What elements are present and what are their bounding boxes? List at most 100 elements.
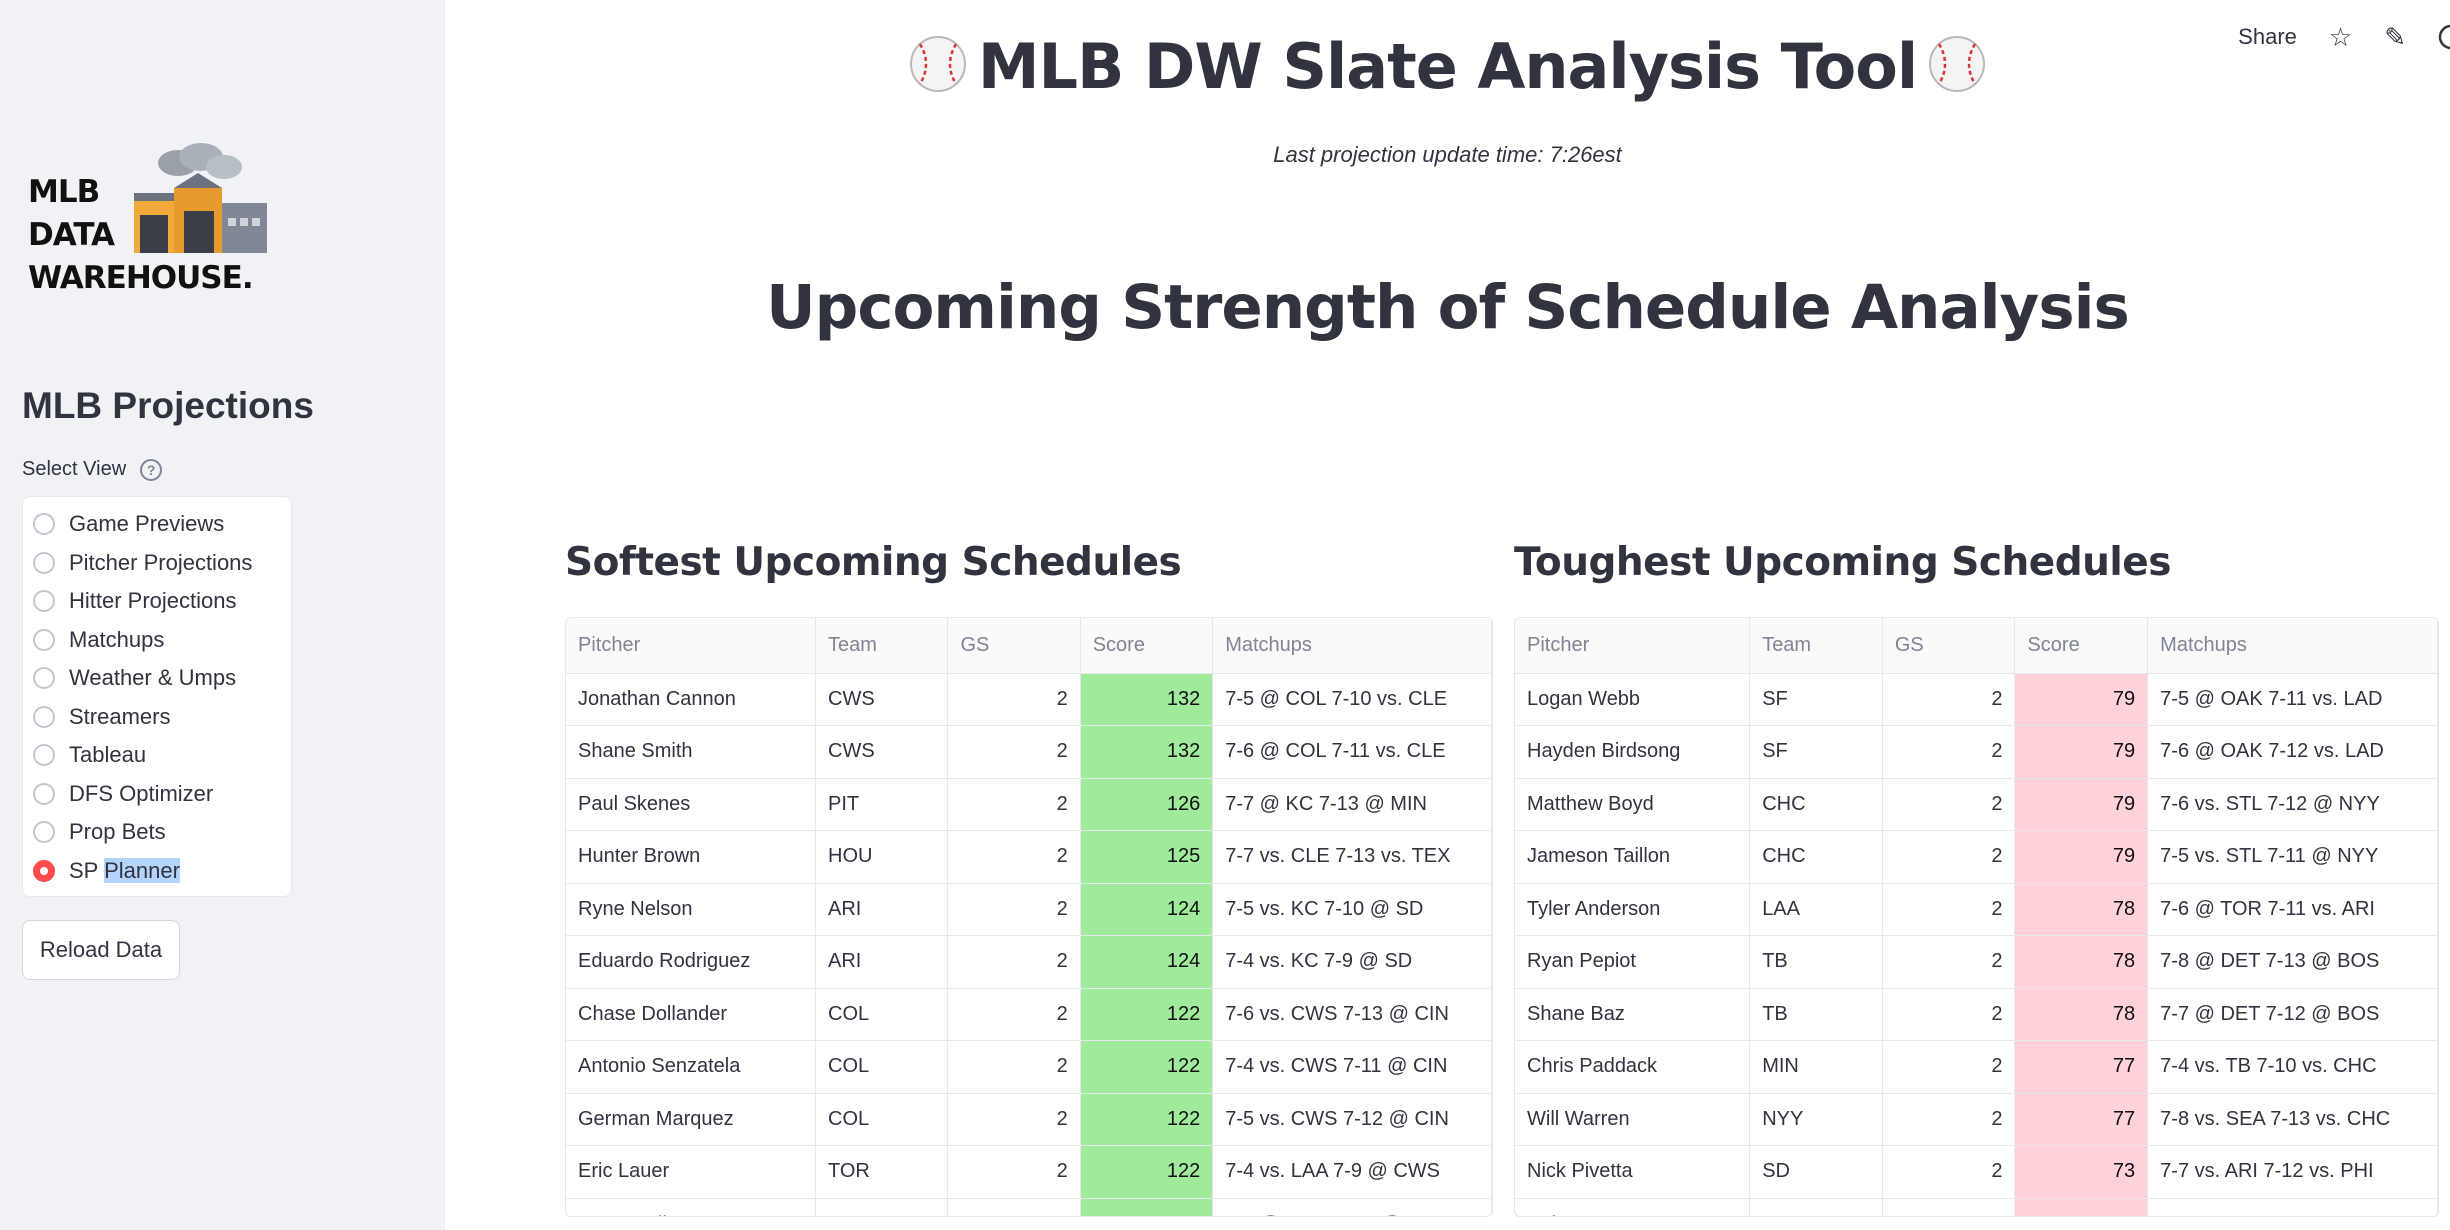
cell-team[interactable]: COL [815, 1040, 949, 1094]
cell-team[interactable]: NYY [1749, 1093, 1883, 1146]
cell-team[interactable]: SF [1749, 725, 1883, 779]
cell-matchups[interactable]: 7-5 vs. KC 7-10 @ SD [1212, 883, 1492, 936]
radio-pitcher-projections[interactable]: Pitcher Projections [33, 544, 291, 583]
cell-pitcher[interactable]: German Marquez [566, 1093, 816, 1146]
cell-matchups[interactable]: 7-6 vs. CWS 7-13 @ CIN [1212, 988, 1492, 1041]
cell-matchups[interactable]: 7-6 vs. STL 7-12 @ NYY [2147, 778, 2438, 831]
table-row[interactable]: Chris Paddack MIN 2 77 7-4 vs. TB 7-10 vs. C… [1515, 1040, 2438, 1094]
cell-team[interactable]: TOR [815, 1145, 949, 1199]
radio-weather-umps[interactable]: Weather & Umps [33, 659, 291, 698]
table-row[interactable]: Matthew Boyd CHC 2 79 7-6 vs. STL 7-12 @ NYY [1515, 778, 2438, 831]
radio-sp-planner[interactable]: SP Planner [33, 852, 291, 891]
cell-score[interactable]: 79 [2014, 830, 2149, 884]
cell-team[interactable]: SD [1749, 1145, 1883, 1199]
github-icon[interactable] [2438, 24, 2450, 50]
cell-matchups[interactable]: 7-6 vs. ARI 7-11 vs. PHI [2147, 1198, 2438, 1216]
col-header-gs[interactable]: GS [1882, 618, 2016, 674]
table-row[interactable]: Ryne Nelson ARI 2 124 7-5 vs. KC 7-10 @ SD [566, 883, 1492, 936]
radio-tableau[interactable]: Tableau [33, 736, 291, 775]
cell-matchups[interactable]: 7-5 @ OAK 7-11 vs. LAD [2147, 673, 2438, 726]
cell-pitcher[interactable]: Tanner Bibee [566, 1198, 816, 1216]
cell-matchups[interactable]: 7-5 @ COL 7-10 vs. CLE [1212, 673, 1492, 726]
table-row[interactable]: German Marquez COL 2 122 7-5 vs. CWS 7-12 @ … [566, 1093, 1492, 1146]
cell-pitcher[interactable]: Jonathan Cannon [566, 673, 816, 726]
radio-streamers[interactable]: Streamers [33, 698, 291, 737]
table-row[interactable]: Chase Dollander COL 2 122 7-6 vs. CWS 7-13 @… [566, 988, 1492, 1041]
table-row[interactable]: Antonio Senzatela COL 2 122 7-4 vs. CWS 7-11… [566, 1040, 1492, 1094]
col-header-team[interactable]: Team [815, 618, 949, 674]
cell-pitcher[interactable]: Shane Smith [566, 725, 816, 779]
col-header-pitcher[interactable]: Pitcher [566, 618, 816, 674]
table-row[interactable]: Shane Baz TB 2 78 7-7 @ DET 7-12 @ BOS [1515, 988, 2438, 1041]
table-row[interactable]: Nick Pivetta SD 2 73 7-7 vs. ARI 7-12 vs. PH… [1515, 1145, 2438, 1199]
cell-matchups[interactable]: 7-5 vs. CWS 7-12 @ CIN [1212, 1093, 1492, 1146]
cell-score[interactable]: 132 [1080, 725, 1214, 779]
cell-pitcher[interactable]: Eduardo Rodriguez [566, 935, 816, 989]
cell-team[interactable]: ARI [815, 935, 949, 989]
cell-score[interactable]: 78 [2014, 935, 2149, 989]
cell-gs[interactable]: 2 [947, 1198, 1081, 1216]
cell-gs[interactable]: 2 [947, 988, 1081, 1041]
cell-score[interactable]: 132 [1080, 673, 1214, 726]
cell-matchups[interactable]: 7-4 vs. KC 7-9 @ SD [1212, 935, 1492, 989]
cell-pitcher[interactable]: Paul Skenes [566, 778, 816, 831]
cell-team[interactable]: TB [1749, 988, 1883, 1041]
table-row[interactable]: Paul Skenes PIT 2 126 7-7 @ KC 7-13 @ MIN [566, 778, 1492, 831]
cell-gs[interactable]: 2 [1882, 673, 2016, 726]
cell-gs[interactable]: 2 [947, 778, 1081, 831]
table-row[interactable]: Jonathan Cannon CWS 2 132 7-5 @ COL 7-10 vs.… [566, 673, 1492, 726]
col-header-score[interactable]: Score [1080, 618, 1214, 674]
cell-pitcher[interactable]: Will Warren [1515, 1093, 1751, 1146]
table-row[interactable]: Ryan Pepiot TB 2 78 7-8 @ DET 7-13 @ BOS [1515, 935, 2438, 989]
cell-team[interactable]: CWS [815, 673, 949, 726]
cell-matchups[interactable]: 7-5 vs. STL 7-11 @ NYY [2147, 830, 2438, 884]
cell-gs[interactable]: 2 [947, 1093, 1081, 1146]
radio-circle-icon[interactable] [33, 821, 55, 844]
cell-gs[interactable]: 2 [1882, 1093, 2016, 1146]
cell-team[interactable]: CHC [1749, 830, 1883, 884]
cell-matchups[interactable]: 7-7 @ KC 7-13 @ MIN [1212, 778, 1492, 831]
cell-score[interactable]: 122 [1080, 1093, 1214, 1146]
cell-pitcher[interactable]: Tyler Anderson [1515, 883, 1751, 936]
cell-matchups[interactable]: 7-6 @ OAK 7-12 vs. LAD [2147, 725, 2438, 779]
cell-gs[interactable]: 2 [947, 830, 1081, 884]
cell-team[interactable]: CHC [1749, 778, 1883, 831]
cell-gs[interactable]: 2 [1882, 778, 2016, 831]
cell-team[interactable]: TB [1749, 935, 1883, 989]
cell-score[interactable]: 124 [1080, 883, 1214, 936]
cell-score[interactable]: 73 [2014, 1198, 2149, 1216]
cell-gs[interactable]: 2 [1882, 988, 2016, 1041]
cell-score[interactable]: 126 [1080, 778, 1214, 831]
cell-matchups[interactable]: 7-7 vs. ARI 7-12 vs. PHI [2147, 1145, 2438, 1199]
edit-icon[interactable]: ✎ [2384, 22, 2406, 52]
cell-gs[interactable]: 2 [947, 935, 1081, 989]
radio-circle-icon[interactable] [33, 513, 55, 536]
cell-pitcher[interactable]: Dylan Cease [1515, 1198, 1751, 1216]
cell-score[interactable]: 78 [2014, 883, 2149, 936]
cell-gs[interactable]: 2 [1882, 1145, 2016, 1199]
radio-circle-icon[interactable] [33, 551, 55, 574]
cell-matchups[interactable]: 7-4 vs. LAA 7-9 @ CWS [1212, 1145, 1492, 1199]
toughest-schedules-table[interactable]: Pitcher Team GS Score Matchups Logan Web… [1514, 617, 2439, 1217]
cell-gs[interactable]: 2 [947, 883, 1081, 936]
cell-team[interactable]: COL [815, 988, 949, 1041]
cell-pitcher[interactable]: Hayden Birdsong [1515, 725, 1751, 779]
cell-matchups[interactable]: 7-6 @ TOR 7-11 vs. ARI [2147, 883, 2438, 936]
cell-team[interactable]: PIT [815, 778, 949, 831]
share-button[interactable]: Share [2238, 24, 2297, 49]
cell-pitcher[interactable]: Chris Paddack [1515, 1040, 1751, 1094]
cell-pitcher[interactable]: Ryan Pepiot [1515, 935, 1751, 989]
cell-team[interactable]: HOU [815, 830, 949, 884]
help-icon[interactable]: ? [140, 458, 163, 481]
cell-pitcher[interactable]: Eric Lauer [566, 1145, 816, 1199]
cell-score[interactable]: 77 [2014, 1040, 2149, 1094]
radio-dfs-optimizer[interactable]: DFS Optimizer [33, 775, 291, 814]
cell-gs[interactable]: 2 [1882, 830, 2016, 884]
cell-gs[interactable]: 2 [1882, 1198, 2016, 1216]
cell-score[interactable]: 79 [2014, 725, 2149, 779]
cell-matchups[interactable]: 7-7 @ HOU 7-12 @ CWS [1212, 1198, 1492, 1216]
table-row[interactable]: Tanner BibeeCLE21207-7 @ HOU 7-12 @ CWS [566, 1198, 1492, 1216]
radio-prop-bets[interactable]: Prop Bets [33, 813, 291, 852]
cell-pitcher[interactable]: Hunter Brown [566, 830, 816, 884]
radio-circle-icon[interactable] [33, 667, 55, 690]
